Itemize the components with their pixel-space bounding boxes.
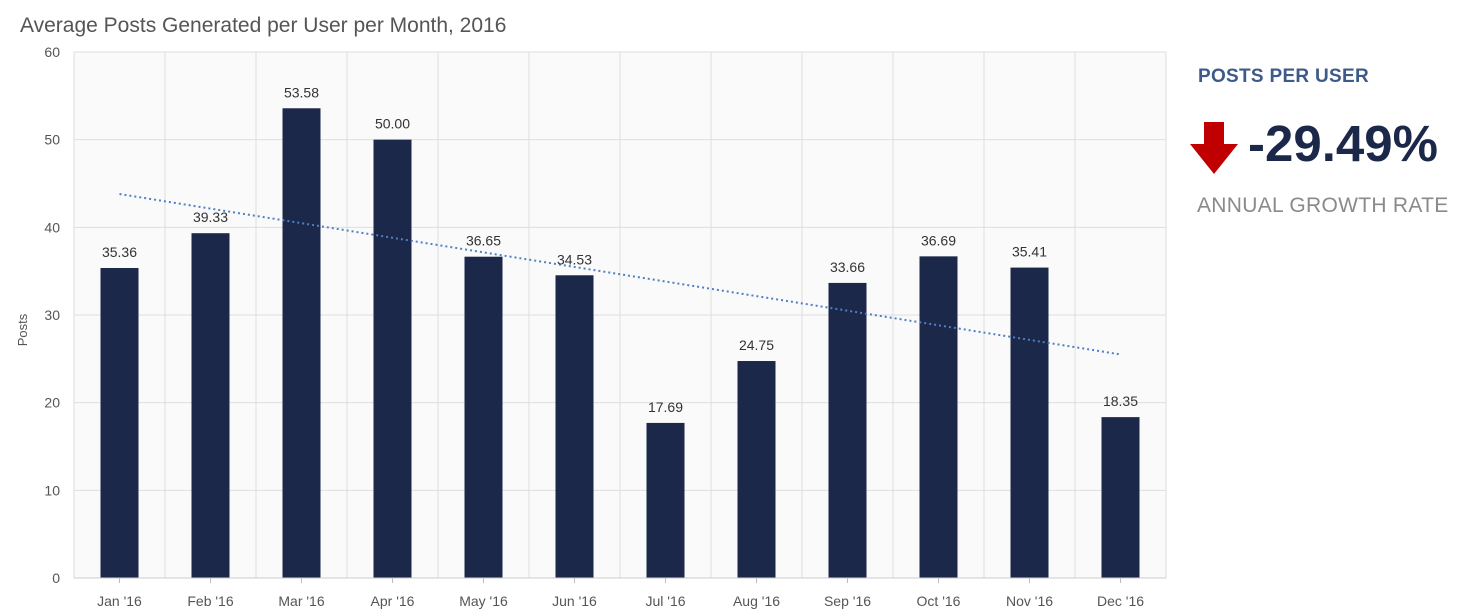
data-label: 36.65 [466, 233, 501, 249]
data-label: 35.36 [102, 244, 137, 260]
x-tick-label: Dec '16 [1097, 593, 1144, 609]
y-tick-label: 50 [44, 132, 60, 148]
x-tick-label: Aug '16 [733, 593, 780, 609]
data-label: 36.69 [921, 232, 956, 248]
bar[interactable] [1101, 417, 1140, 578]
data-label: 34.53 [557, 251, 592, 267]
x-tick-label: Nov '16 [1006, 593, 1053, 609]
y-tick-label: 40 [44, 219, 60, 235]
bar[interactable] [100, 268, 139, 578]
y-tick-label: 10 [44, 482, 60, 498]
bar[interactable] [1010, 267, 1049, 578]
data-label: 39.33 [193, 209, 228, 225]
x-tick-label: Jun '16 [552, 593, 597, 609]
data-label: 24.75 [739, 337, 774, 353]
data-label: 35.41 [1012, 244, 1047, 260]
data-label: 18.35 [1103, 393, 1138, 409]
growth-rate-caption: ANNUAL GROWTH RATE [1197, 194, 1449, 217]
data-label: 17.69 [648, 399, 683, 415]
bar[interactable] [646, 422, 685, 578]
y-tick-label: 0 [52, 570, 60, 586]
bar[interactable] [464, 256, 503, 578]
x-tick-label: May '16 [459, 593, 508, 609]
y-axis-title: Posts [15, 313, 30, 346]
bar[interactable] [555, 275, 594, 578]
trendline [119, 193, 1121, 356]
data-label: 53.58 [284, 84, 319, 100]
chart-title: Average Posts Generated per User per Mon… [20, 14, 507, 37]
kpi-label: POSTS PER USER [1198, 66, 1370, 87]
x-tick-label: Sep '16 [824, 593, 871, 609]
bar-chart: 35.36 39.33 53.58 50.00 36.65 34.53 17.69 24.75… [15, 44, 1167, 609]
bar[interactable] [919, 256, 958, 578]
bar[interactable] [191, 233, 230, 578]
data-label: 50.00 [375, 116, 410, 132]
x-tick-label: Feb '16 [187, 593, 233, 609]
x-tick-label: Mar '16 [278, 593, 324, 609]
growth-rate-value: -29.49% [1248, 115, 1438, 172]
y-tick-label: 30 [44, 307, 60, 323]
data-label: 33.66 [830, 259, 865, 275]
bar[interactable] [282, 108, 321, 579]
x-tick-label: Jul '16 [645, 593, 685, 609]
arrow-down-icon [1190, 122, 1238, 174]
bar[interactable] [373, 139, 412, 578]
x-tick-label: Jan '16 [97, 593, 142, 609]
bar[interactable] [737, 361, 776, 578]
bar[interactable] [828, 282, 867, 578]
y-tick-label: 20 [44, 395, 60, 411]
x-tick-label: Oct '16 [917, 593, 961, 609]
y-tick-label: 60 [44, 44, 60, 60]
x-tick-label: Apr '16 [371, 593, 415, 609]
